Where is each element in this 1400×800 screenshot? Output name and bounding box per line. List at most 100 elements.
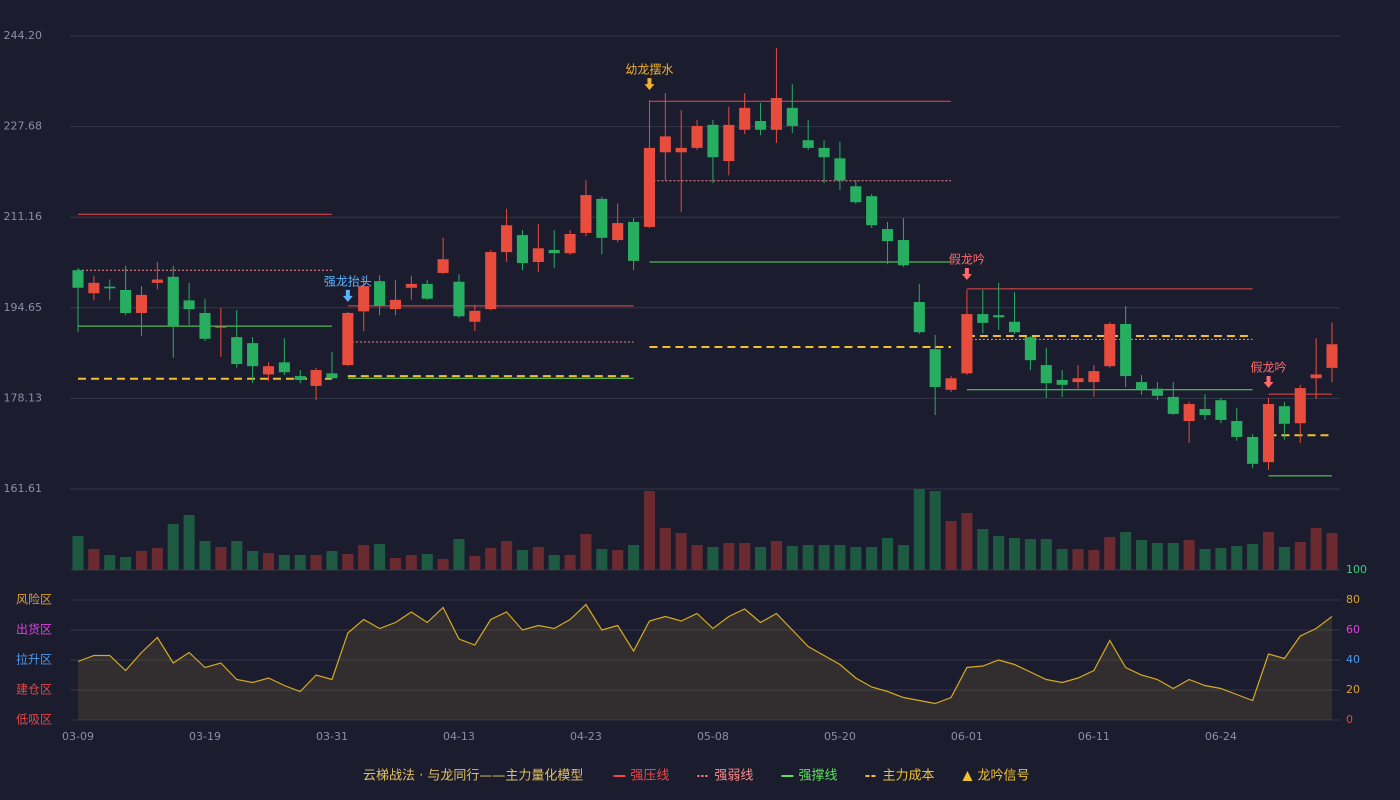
volume-bar xyxy=(691,545,703,570)
candle-body xyxy=(945,378,957,390)
volume-bar xyxy=(1167,543,1179,570)
volume-bar xyxy=(770,541,782,570)
signal-label: 假龙吟 xyxy=(949,251,985,266)
volume-bar xyxy=(961,513,973,570)
volume-bar xyxy=(167,524,179,570)
zone-label: 出货区 xyxy=(16,622,52,637)
volume-bar xyxy=(1278,547,1290,570)
volume-bar xyxy=(1088,550,1100,570)
candle-body xyxy=(294,376,306,380)
volume-bar xyxy=(135,551,148,570)
volume-bar xyxy=(485,548,497,570)
volume-bar xyxy=(120,557,132,570)
candle-body xyxy=(548,249,560,254)
legend-label: 龙吟信号 xyxy=(977,768,1029,784)
osc-tick-label: 100 xyxy=(1346,563,1367,576)
candle-body xyxy=(564,234,576,254)
candle-body xyxy=(516,235,529,264)
candle-body xyxy=(1056,379,1068,385)
candle-body xyxy=(1167,396,1179,414)
candle-body xyxy=(199,312,211,339)
candle-body xyxy=(786,107,798,126)
y-tick-label: 211.16 xyxy=(4,210,43,223)
volume-bar xyxy=(1215,548,1227,570)
candle-body xyxy=(1183,404,1195,422)
osc-tick-label: 20 xyxy=(1346,683,1360,696)
volume-bar xyxy=(564,555,576,570)
candle-body xyxy=(913,302,925,333)
volume-bar xyxy=(374,544,386,570)
signal-arrow xyxy=(342,289,353,302)
volume-bar xyxy=(739,543,751,570)
candle-body xyxy=(691,125,703,148)
x-tick-label: 05-20 xyxy=(824,730,856,743)
candle-body xyxy=(612,223,624,241)
candle-body xyxy=(389,299,402,310)
volume-bar xyxy=(786,546,798,570)
candle-body xyxy=(850,186,862,203)
candle-body xyxy=(659,136,671,153)
volume-bar xyxy=(1310,528,1322,570)
volume-bar xyxy=(1294,542,1306,570)
candle-body xyxy=(643,147,655,227)
osc-tick-label: 80 xyxy=(1346,593,1360,606)
volume-bar xyxy=(1199,549,1211,570)
signal-label: 幼龙摆水 xyxy=(625,63,673,77)
volume-bar xyxy=(818,545,830,570)
y-tick-label: 244.20 xyxy=(4,29,43,42)
volume-bar xyxy=(1247,544,1259,570)
volume-bar xyxy=(405,555,417,570)
y-tick-label: 194.65 xyxy=(4,301,43,314)
candle-body xyxy=(739,107,751,130)
candle-body xyxy=(755,121,767,130)
volume-bar xyxy=(453,539,465,570)
candle-body xyxy=(723,124,735,162)
candle-body xyxy=(469,310,481,322)
candle-body xyxy=(707,124,719,158)
candle-body xyxy=(881,229,894,242)
volume-bar xyxy=(628,545,640,570)
x-tick-label: 04-13 xyxy=(443,730,475,743)
x-tick-label: 06-01 xyxy=(951,730,983,743)
volume-bar xyxy=(802,545,814,570)
zone-label: 风险区 xyxy=(16,592,52,607)
candle-body xyxy=(437,259,449,273)
candle-body xyxy=(374,281,386,306)
candle-body xyxy=(977,314,989,323)
osc-tick-label: 60 xyxy=(1346,623,1360,636)
legend-label: 主力成本 xyxy=(882,769,934,784)
candle-body xyxy=(247,343,259,367)
candle-body xyxy=(1310,374,1322,379)
candle-body xyxy=(961,314,973,374)
candle-body xyxy=(1151,388,1163,396)
volume-bar xyxy=(1104,537,1116,570)
candle-body xyxy=(1199,408,1211,416)
volume-bar xyxy=(723,543,735,570)
volume-bar xyxy=(358,545,370,570)
candle-body xyxy=(1008,321,1021,333)
candle-body xyxy=(1215,400,1227,420)
candle-body xyxy=(580,195,592,233)
volume-bar xyxy=(1135,540,1148,570)
candle-body xyxy=(596,198,608,238)
signal-arrow xyxy=(961,267,972,280)
volume-bar xyxy=(977,529,989,570)
signal-arrow xyxy=(644,78,655,91)
candle-body xyxy=(358,286,370,312)
volume-bar xyxy=(437,559,449,570)
volume-bar xyxy=(596,549,608,570)
volume-bar xyxy=(707,547,719,570)
candle-body xyxy=(993,315,1005,318)
volume-bar xyxy=(501,541,513,570)
volume-bar xyxy=(215,547,227,570)
volume-bar xyxy=(72,536,84,570)
candle-body xyxy=(1247,436,1259,464)
volume-bar xyxy=(151,548,163,570)
zone-label: 拉升区 xyxy=(16,652,52,667)
candle-body xyxy=(1231,421,1243,437)
candle-body xyxy=(675,147,687,153)
volume-bar xyxy=(199,541,211,570)
volume-bar xyxy=(929,491,941,570)
